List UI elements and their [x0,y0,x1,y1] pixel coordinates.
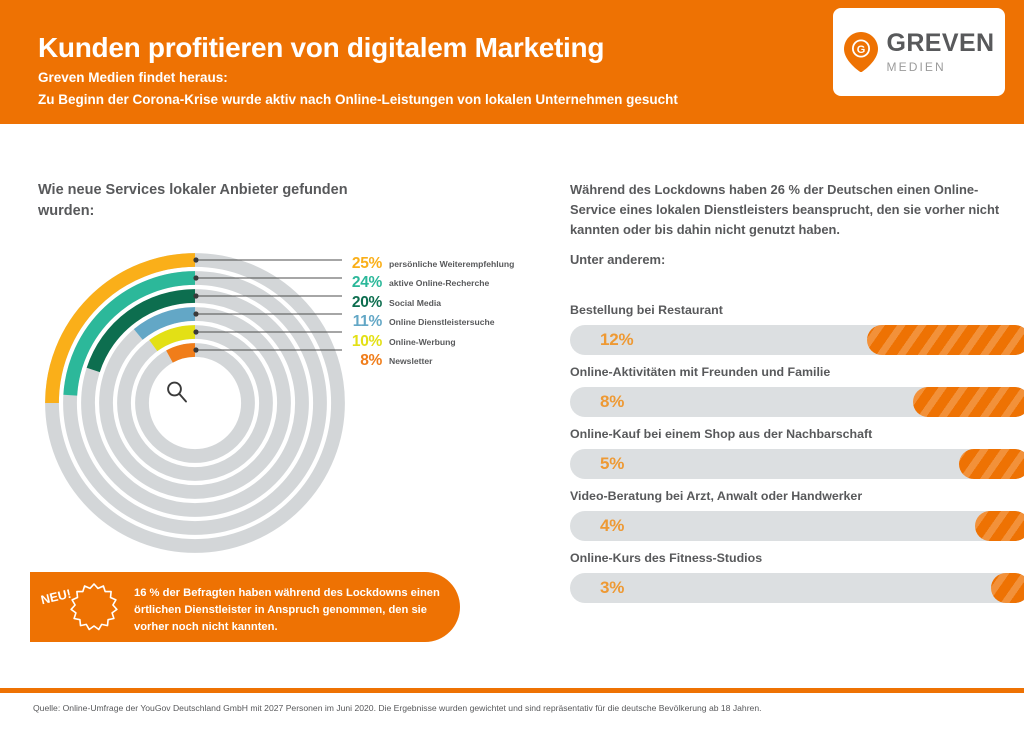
header-banner: Kunden profitieren von digitalem Marketi… [0,0,1024,124]
legend-value: 20% [351,293,382,311]
legend-item: 25% persönliche Weiterempfehlung [342,254,592,274]
map-pin-icon: G [843,32,878,72]
bar-item: Online-Kurs des Fitness-Studios 3% [570,552,1024,614]
bar-track: 8% [570,387,1024,418]
left-section-heading: Wie neue Services lokaler Anbieter gefun… [38,182,348,220]
logo-pin-letter: G [856,44,865,56]
radial-arc [166,343,196,363]
legend-label: persönliche Weiterempfehlung [389,258,515,269]
logo-tagline: MEDIEN [886,60,946,74]
starburst-badge-icon [70,583,118,631]
legend-item: 20% Social Media [342,293,592,313]
radial-arc [63,271,196,396]
bar-value: 5% [600,454,625,474]
bar-track: 4% [570,511,1024,542]
footer-source: Quelle: Online-Umfrage der YouGov Deutsc… [33,703,762,713]
bar-track: 12% [570,325,1024,356]
footer-divider [0,688,1024,693]
legend-item: 11% Online Dienstleistersuche [342,313,592,333]
neu-callout-text: 16 % der Befragten haben während des Loc… [134,587,440,634]
leader-dot [193,293,199,299]
bar-label: Bestellung bei Restaurant [570,303,723,317]
bar-fill [958,449,1024,480]
right-subheading: Unter anderem: [570,252,666,267]
legend-item: 24% aktive Online-Recherche [342,274,592,294]
greven-medien-logo: G GREVEN MEDIEN [833,8,1005,96]
legend-label: Online-Werbung [389,336,456,347]
bar-item: Online-Aktivitäten mit Freunden und Fami… [570,366,1024,428]
bar-label: Online-Aktivitäten mit Freunden und Fami… [570,365,831,379]
legend-value: 25% [351,254,382,272]
leader-dot [193,347,199,353]
bar-item: Bestellung bei Restaurant 12% [570,304,1024,366]
legend-value: 24% [351,274,382,292]
legend-value: 8% [360,352,382,370]
radial-arc [133,307,196,340]
magnifier-icon [167,381,187,403]
right-intro-text: Während des Lockdowns haben 26 % der Deu… [570,182,1000,237]
radial-chart-svg [45,253,345,553]
legend-value: 10% [351,332,382,350]
header-subtitle-line2: Zu Beginn der Corona-Krise wurde aktiv n… [38,92,678,107]
page-title: Kunden profitieren von digitalem Marketi… [38,32,605,63]
bar-fill [912,387,1024,418]
leader-dot [193,275,199,281]
bar-value: 3% [600,578,625,598]
bar-value: 4% [600,516,625,536]
bar-track: 3% [570,573,1024,604]
bar-label: Online-Kurs des Fitness-Studios [570,551,763,565]
legend-label: Social Media [389,297,442,308]
legend-label: aktive Online-Recherche [389,278,490,289]
legend-value: 11% [352,313,383,331]
neu-callout: NEU! 16 % der Befragten haben während de… [30,572,460,642]
legend-label: Newsletter [389,356,433,367]
bar-track: 5% [570,449,1024,480]
bar-item: Video-Beratung bei Arzt, Anwalt oder Han… [570,490,1024,552]
bar-label: Online-Kauf bei einem Shop aus der Nachb… [570,427,873,441]
radial-bar-chart [30,238,360,568]
bar-fill [974,511,1024,542]
bar-label: Video-Beratung bei Arzt, Anwalt oder Han… [570,489,863,503]
header-subtitle-line1: Greven Medien findet heraus: [38,70,228,85]
bar-fill [990,573,1024,604]
radial-arc [149,325,196,352]
leader-dot [193,329,199,335]
bar-fill [866,325,1024,356]
legend-item: 10% Online-Werbung [342,332,592,352]
bar-value: 12% [600,330,634,350]
bar-value: 8% [600,392,625,412]
radial-chart-legend: 25% persönliche Weiterempfehlung 24% akt… [342,254,592,371]
legend-label: Online Dienstleistersuche [389,317,495,328]
leader-dot [193,257,199,263]
progress-bar-list: Bestellung bei Restaurant 12% Online-Akt… [570,304,1024,614]
legend-item: 8% Newsletter [342,352,592,372]
radial-arc [86,289,196,373]
leader-dot [193,311,199,317]
radial-arc [45,253,196,404]
logo-wordmark: GREVEN [886,29,995,57]
bar-item: Online-Kauf bei einem Shop aus der Nachb… [570,428,1024,490]
